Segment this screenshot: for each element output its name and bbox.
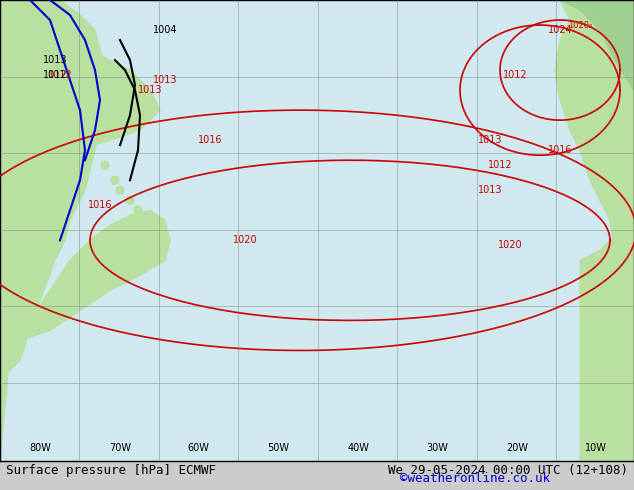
Text: 50W: 50W	[267, 442, 289, 453]
Circle shape	[141, 216, 149, 224]
Polygon shape	[560, 0, 634, 90]
Text: Surface pressure [hPa] ECMWF: Surface pressure [hPa] ECMWF	[6, 464, 216, 477]
Text: We 29-05-2024 00:00 UTC (12+108): We 29-05-2024 00:00 UTC (12+108)	[387, 464, 628, 477]
Polygon shape	[580, 200, 634, 461]
Text: ©weatheronline.co.uk: ©weatheronline.co.uk	[401, 472, 550, 485]
Text: 1013: 1013	[138, 85, 162, 95]
Text: 1004: 1004	[153, 25, 178, 35]
Polygon shape	[560, 0, 634, 110]
Text: 1013: 1013	[42, 55, 67, 65]
Text: 60W: 60W	[187, 442, 209, 453]
Text: 1020: 1020	[498, 240, 522, 250]
Text: 1012: 1012	[42, 70, 67, 80]
Text: 1013: 1013	[478, 185, 502, 195]
Text: 1012: 1012	[48, 70, 72, 80]
Text: 10W: 10W	[585, 442, 607, 453]
Text: 1016: 1016	[87, 200, 112, 210]
Circle shape	[134, 206, 142, 214]
Text: 1012: 1012	[503, 70, 527, 80]
Text: 70W: 70W	[109, 442, 131, 453]
Text: 1013: 1013	[478, 135, 502, 145]
Text: 20W: 20W	[506, 442, 528, 453]
Circle shape	[126, 196, 134, 204]
Polygon shape	[555, 0, 634, 461]
Text: 1020₂: 1020₂	[568, 21, 592, 29]
Text: 1013: 1013	[153, 75, 178, 85]
Circle shape	[111, 176, 119, 184]
Polygon shape	[0, 210, 170, 461]
Text: 30W: 30W	[426, 442, 448, 453]
Text: 1016: 1016	[548, 145, 573, 155]
Text: 1012: 1012	[488, 160, 512, 170]
Text: 80W: 80W	[29, 442, 51, 453]
Polygon shape	[0, 0, 160, 180]
Text: 40W: 40W	[347, 442, 369, 453]
Circle shape	[116, 186, 124, 194]
Text: 1016: 1016	[198, 135, 223, 145]
Text: 1020: 1020	[233, 235, 257, 245]
Text: 1024: 1024	[548, 25, 573, 35]
Circle shape	[101, 161, 109, 169]
Polygon shape	[0, 0, 110, 381]
